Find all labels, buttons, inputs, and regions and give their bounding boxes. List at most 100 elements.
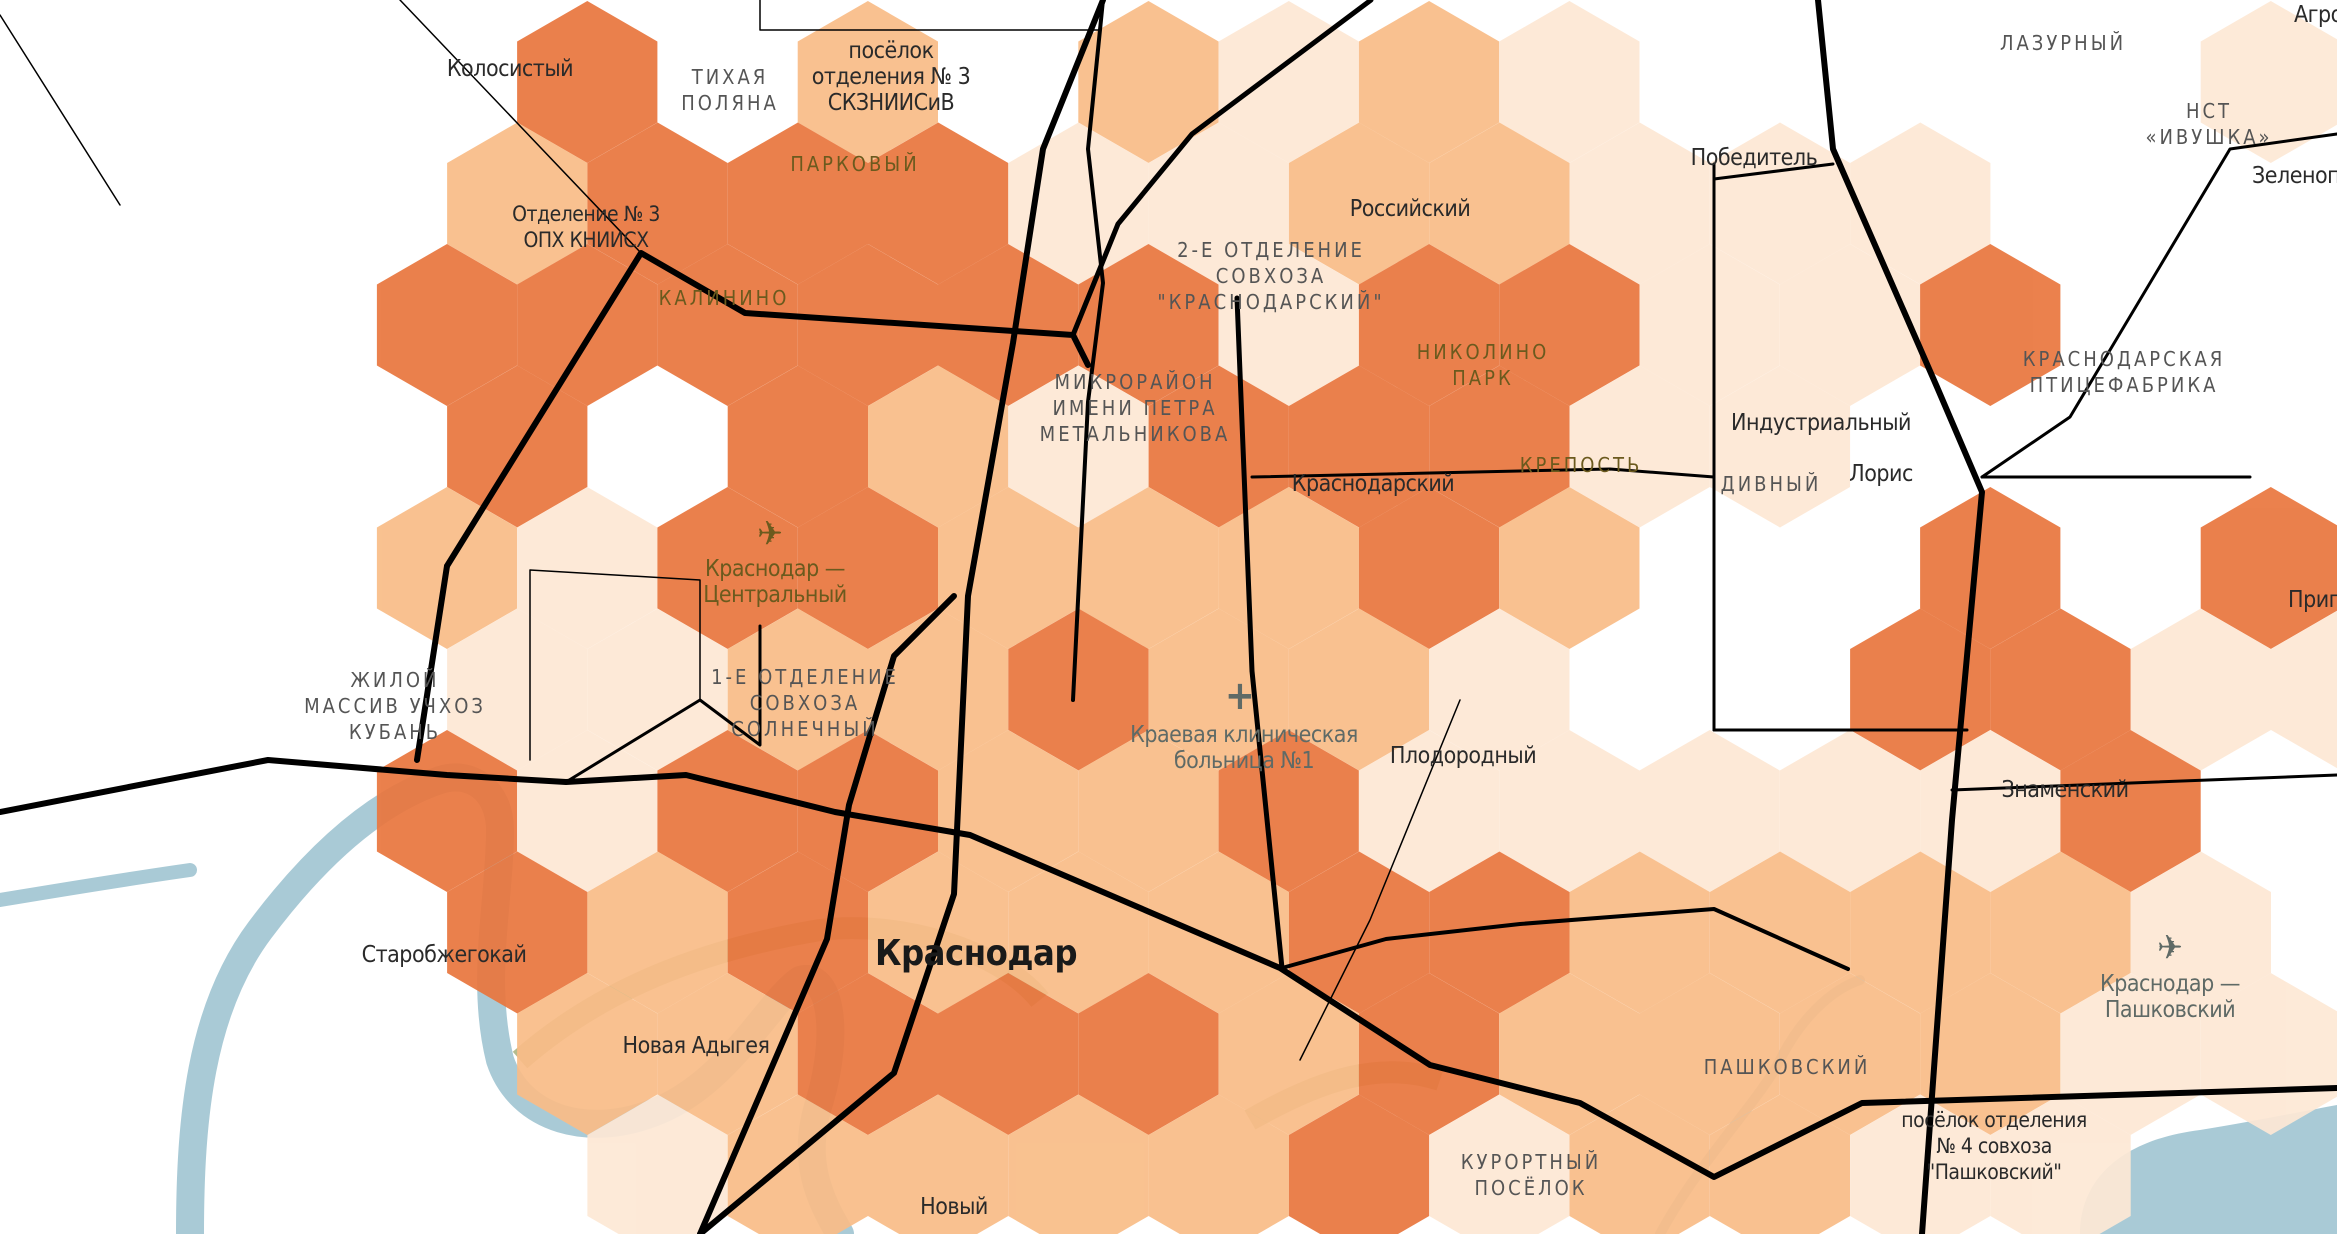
hex-cell-medium: [1288, 608, 1430, 771]
hex-cell-high: [1148, 365, 1289, 528]
place-label-tikhaya-polyana: ТИХАЯ ПОЛЯНА: [681, 64, 779, 116]
minor-road: [0, 14, 121, 206]
label-line: "Пашковский": [1926, 1160, 2062, 1184]
major-road: [444, 250, 1091, 569]
hex-cell-medium: [1148, 851, 1289, 1014]
label-line: 1-Е ОТДЕЛЕНИЕ: [711, 665, 899, 689]
place-label-novy: Новый: [920, 1194, 988, 1220]
hex-cell-high: [1358, 244, 1500, 406]
hex-cell-medium: [517, 973, 658, 1135]
hex-cell-medium: [938, 730, 1079, 892]
hex-cell-low: [1779, 244, 1921, 406]
river-branch: [0, 863, 197, 907]
hex-cell-medium: [1990, 851, 2131, 1014]
place-label-pobeditel: Победитель: [1690, 145, 1818, 171]
hex-cell-medium: [587, 851, 728, 1014]
hex-cell-high: [938, 244, 1079, 406]
label-line: Краснодар —: [2100, 971, 2240, 997]
hex-cell-medium: [447, 122, 588, 285]
label-line: "КРАСНОДАРСКИЙ": [1157, 290, 1385, 314]
place-label-novaya-adygeya: Новая Адыгея: [622, 1033, 770, 1059]
place-label-krasnodarsky: Краснодарский: [1291, 471, 1455, 497]
label-line: ИМЕНИ ПЕТРА: [1052, 396, 1218, 420]
secondary-road: [1950, 773, 2337, 792]
label-line: МИКРОРАЙОН: [1054, 370, 1216, 394]
place-label-kurortny: КУРОРТНЫЙ ПОСЁЛОК: [1461, 1149, 1601, 1201]
secondary-road: [1980, 132, 2337, 479]
place-label-nikolino-park: НИКОЛИНО ПАРК: [1417, 339, 1550, 391]
secondary-road: [564, 624, 762, 784]
hex-cell-low: [1779, 730, 1921, 892]
hex-cell-high: [376, 244, 518, 406]
hex-cell-high: [447, 851, 588, 1014]
hex-cell-medium: [1920, 973, 2061, 1135]
hex-cell-low: [517, 730, 658, 892]
airport-label-pashkovsky[interactable]: Краснодар — Пашковский: [2100, 971, 2240, 1023]
label-line: ОПХ КНИИСХ: [523, 228, 649, 252]
hex-cell-medium: [727, 608, 868, 771]
hex-cell-medium: [1148, 608, 1289, 771]
major-road: [697, 0, 1106, 1234]
label-line: посёлок отделения: [1901, 1108, 2087, 1132]
hex-cell-medium: [1078, 1, 1219, 163]
hex-cell-high: [1008, 608, 1149, 771]
label-line: больница №1: [1173, 748, 1315, 774]
hex-cell-high: [1358, 487, 1500, 649]
hex-cell-high: [938, 973, 1079, 1135]
hex-cell-low: [1148, 122, 1289, 285]
hex-cell-low: [1429, 1094, 1570, 1234]
hex-cell-high: [727, 365, 868, 528]
minor-road: [529, 569, 701, 761]
hex-density-layer: [376, 1, 2337, 1234]
hex-cell-medium: [1218, 487, 1359, 649]
place-label-kolosisty: Колосистый: [446, 56, 574, 82]
label-line: «ИВУШКА»: [2145, 125, 2273, 149]
hex-cell-high: [797, 973, 938, 1135]
label-line: КРАСНОДАРСКАЯ: [2022, 347, 2226, 371]
hex-cell-high: [517, 1, 658, 163]
place-label-lazurny: ЛАЗУРНЫЙ: [1999, 31, 2127, 55]
hex-cell-high: [868, 122, 1009, 285]
hex-cell-low: [1569, 365, 1710, 528]
hex-cell-high: [657, 730, 798, 892]
place-label-poselok-4: посёлок отделения № 4 совхоза "Пашковский": [1901, 1107, 2087, 1185]
label-line: СОВХОЗА: [749, 691, 861, 715]
label-line: МАССИВ УЧХОЗ: [304, 694, 486, 718]
hex-cell-high: [1990, 608, 2131, 771]
hex-cell-high: [657, 487, 798, 649]
hex-cell-low: [2271, 610, 2337, 769]
hex-cell-medium: [1429, 122, 1570, 285]
place-label-prigo: Пригородный: [2288, 587, 2337, 613]
place-label-starobzhegokay: Старобжегокай: [361, 942, 527, 968]
hex-cell-high: [2060, 730, 2201, 892]
place-label-otdelenie-1: 1-Е ОТДЕЛЕНИЕ СОВХОЗА СОЛНЕЧНЫЙ: [711, 664, 899, 742]
minor-road: [1299, 699, 1461, 1061]
hex-cell-high: [1288, 365, 1430, 528]
label-line: ПОЛЯНА: [681, 91, 779, 115]
airplane-icon: ✈: [757, 514, 783, 554]
hex-cell-high: [727, 122, 868, 285]
hex-cell-low: [1218, 1, 1359, 163]
hex-cell-low: [1218, 244, 1359, 406]
hex-cell-high: [1920, 487, 2061, 649]
hospital-label[interactable]: Краевая клиническая больница №1: [1130, 722, 1358, 774]
label-line: 2-Е ОТДЕЛЕНИЕ: [1177, 238, 1365, 262]
airport-label-central[interactable]: Краснодар — Центральный: [703, 556, 847, 608]
major-road: [1234, 295, 1285, 971]
place-label-znamensky: Знаменский: [2001, 777, 2129, 803]
place-label-ptitsefabrika: КРАСНОДАРСКАЯ ПТИЦЕФАБРИКА: [2023, 346, 2226, 398]
place-label-kalinino: КАЛИНИНО: [658, 286, 790, 310]
hex-cell-medium: [938, 487, 1079, 649]
hex-cell-medium: [1639, 973, 1780, 1135]
hex-cell-medium: [1709, 851, 1851, 1014]
hex-cell-low: [1429, 608, 1570, 771]
hex-cell-low: [2130, 608, 2271, 771]
label-line: СОВХОЗА: [1215, 264, 1327, 288]
hex-cell-medium: [1569, 851, 1710, 1014]
hex-cell-high: [1288, 851, 1430, 1014]
label-line: ПАРК: [1452, 366, 1514, 390]
major-road: [0, 757, 2337, 1180]
hex-cell-medium: [797, 1, 938, 163]
place-label-otdelenie-2: 2-Е ОТДЕЛЕНИЕ СОВХОЗА "КРАСНОДАРСКИЙ": [1157, 237, 1384, 315]
